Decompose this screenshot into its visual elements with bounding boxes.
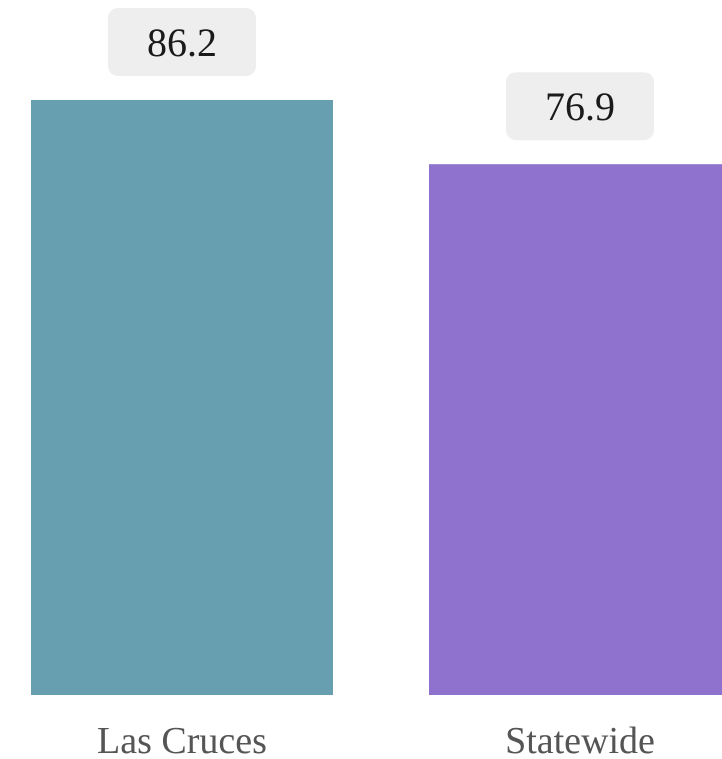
data-label: 76.9 (545, 84, 615, 129)
data-label: 86.2 (147, 20, 217, 65)
data-label-background (506, 72, 654, 141)
category-label: Statewide (505, 720, 655, 759)
category-label: Las Cruces (97, 720, 267, 759)
plot-area: 86.2 Las Cruces 76.9 Statewide (31, 8, 722, 759)
bar-statewide (429, 164, 722, 696)
bar-las-cruces (31, 100, 333, 695)
data-label-background (108, 8, 256, 76)
